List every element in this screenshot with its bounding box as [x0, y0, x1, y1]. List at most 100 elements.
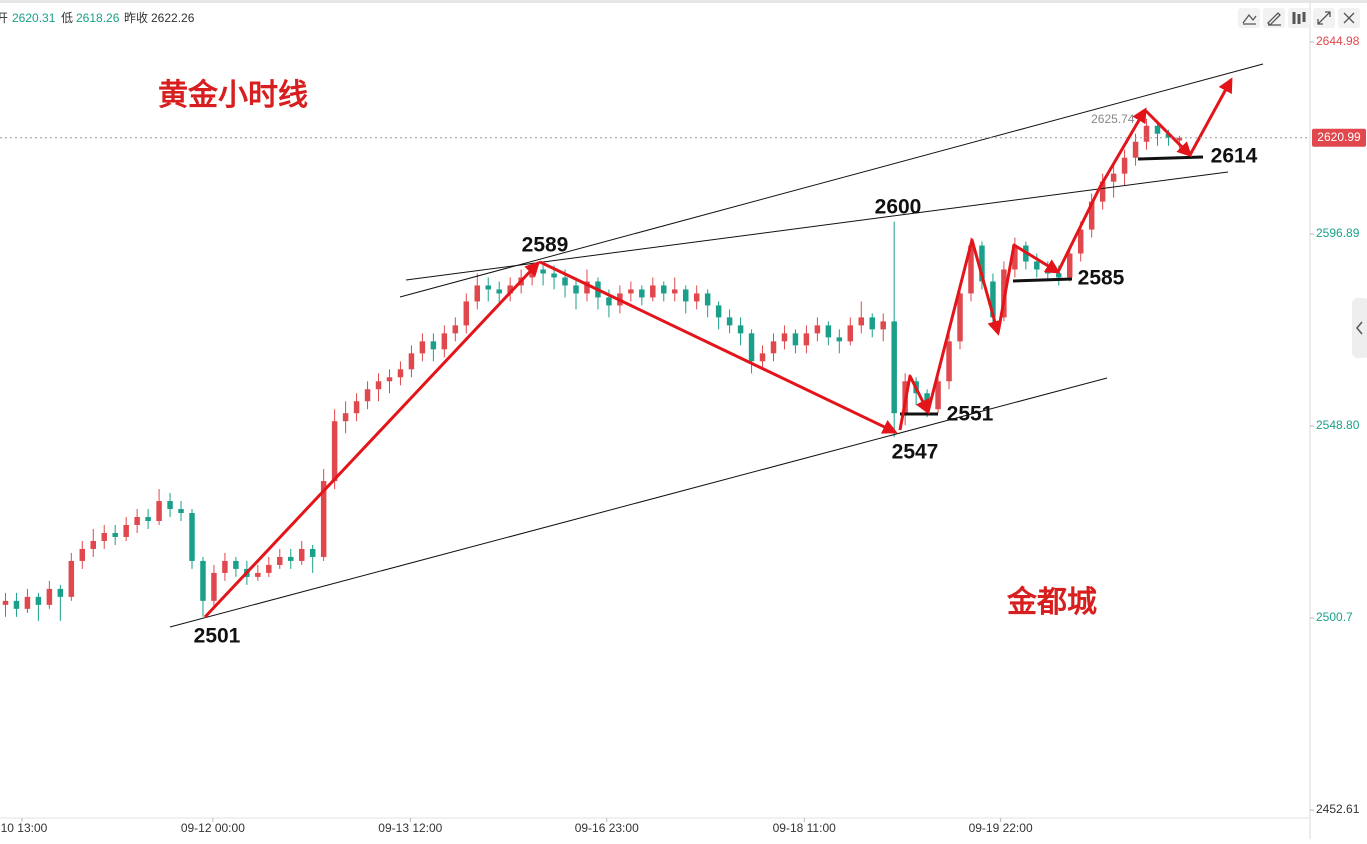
- candle-body: [704, 293, 711, 306]
- candle-body: [1121, 157, 1128, 174]
- y-tick-label: 2596.89: [1316, 226, 1360, 240]
- candle-body: [748, 333, 755, 362]
- candle-body: [1132, 141, 1139, 158]
- candle-body: [946, 341, 952, 382]
- header-bg: [0, 5, 210, 31]
- top-border: [0, 0, 1367, 3]
- candle-body: [836, 337, 843, 342]
- candle-body: [57, 588, 64, 597]
- header-value: 2622.26: [151, 11, 195, 25]
- candle-body: [1077, 229, 1084, 254]
- candle-body: [353, 401, 360, 414]
- candle-body: [968, 245, 974, 294]
- candle-body: [573, 285, 579, 294]
- tool-button[interactable]: [1238, 8, 1260, 28]
- arrow: [539, 260, 898, 434]
- candle-body: [606, 297, 612, 306]
- y-tick-label: 2644.98: [1316, 34, 1360, 48]
- candle-body: [112, 532, 118, 537]
- candle-body: [200, 560, 206, 601]
- arrow: [898, 374, 930, 431]
- arrow: [926, 238, 1002, 413]
- candle-body: [233, 560, 239, 569]
- header-label: 开: [0, 11, 8, 25]
- candle-body: [123, 524, 129, 537]
- candle-body: [2, 600, 9, 605]
- candle-body: [781, 333, 788, 342]
- candle-body: [507, 285, 513, 294]
- candle-body: [672, 289, 678, 294]
- candle-body: [79, 548, 86, 561]
- candle-body: [935, 381, 941, 410]
- candle-body: [1045, 269, 1051, 274]
- candle-body: [847, 325, 854, 342]
- header-value: 2620.31: [12, 11, 56, 25]
- tool-icon: [1292, 12, 1306, 24]
- y-tick-label: 2548.80: [1316, 418, 1360, 432]
- x-tick-label: 09-13 12:00: [378, 821, 442, 835]
- side-toggle[interactable]: [1352, 298, 1367, 358]
- candle-body: [869, 317, 875, 330]
- candle-body: [1034, 261, 1040, 270]
- arrow: [996, 243, 1061, 334]
- candle-body: [397, 369, 404, 378]
- y-tick-label: 2452.61: [1316, 802, 1360, 816]
- tool-icon: [1343, 12, 1355, 24]
- trendline: [169, 377, 1108, 628]
- candle-body: [858, 317, 865, 326]
- candle-body: [430, 341, 437, 350]
- last-price-label: 2620.99: [1317, 130, 1361, 144]
- candle-body: [639, 289, 645, 298]
- candle-body: [145, 517, 151, 522]
- tool-icon: [1242, 13, 1257, 25]
- wave-arrows: [203, 77, 1233, 619]
- price-annotation: 2600: [875, 196, 922, 219]
- candle-body: [35, 596, 42, 605]
- x-tick-label: 09-12 00:00: [181, 821, 245, 835]
- candle-body: [957, 293, 963, 342]
- side-toggle-button[interactable]: [1352, 298, 1367, 358]
- price-annotation: 2547: [892, 441, 939, 464]
- candle-body: [1088, 201, 1095, 230]
- candle-body: [496, 289, 502, 294]
- candle-body: [814, 325, 821, 334]
- candle-body: [551, 273, 557, 278]
- candle-body: [331, 421, 338, 482]
- candle-body: [13, 600, 20, 609]
- candle-body: [24, 596, 31, 609]
- candle-body: [650, 285, 656, 298]
- candle-body: [726, 317, 733, 326]
- price-annotation: 2585: [1078, 267, 1125, 290]
- y-tick-label: 2500.7: [1316, 610, 1353, 624]
- trendline: [399, 63, 1264, 298]
- candle-body: [715, 305, 722, 318]
- candle-body: [68, 560, 75, 597]
- candle-body: [979, 245, 985, 282]
- candle-body: [474, 285, 481, 302]
- candle-body: [485, 285, 491, 290]
- candle-body: [452, 325, 459, 334]
- candle-body: [1012, 245, 1018, 270]
- candle-body: [178, 509, 184, 514]
- candle-body: [737, 325, 744, 334]
- candle-body: [375, 381, 382, 390]
- candle-body: [628, 289, 634, 294]
- candle-body: [463, 301, 470, 326]
- candle-body: [770, 341, 777, 354]
- candle-body: [1154, 125, 1161, 134]
- candle-body: [386, 377, 393, 382]
- candle-body: [309, 548, 316, 557]
- candle-body: [408, 353, 415, 370]
- candle-body: [222, 560, 228, 573]
- trendline: [405, 171, 1229, 281]
- x-tick-label: -10 13:00: [0, 821, 48, 835]
- support-mark: [1137, 155, 1204, 161]
- candle-body: [990, 281, 996, 318]
- candle-body: [759, 353, 766, 362]
- chart-annotation: 金都城: [1006, 585, 1097, 619]
- price-annotation: 2501: [194, 625, 241, 648]
- candle-body: [584, 281, 590, 294]
- high-label: 2625.74: [1091, 112, 1135, 126]
- candle-body: [1143, 125, 1150, 142]
